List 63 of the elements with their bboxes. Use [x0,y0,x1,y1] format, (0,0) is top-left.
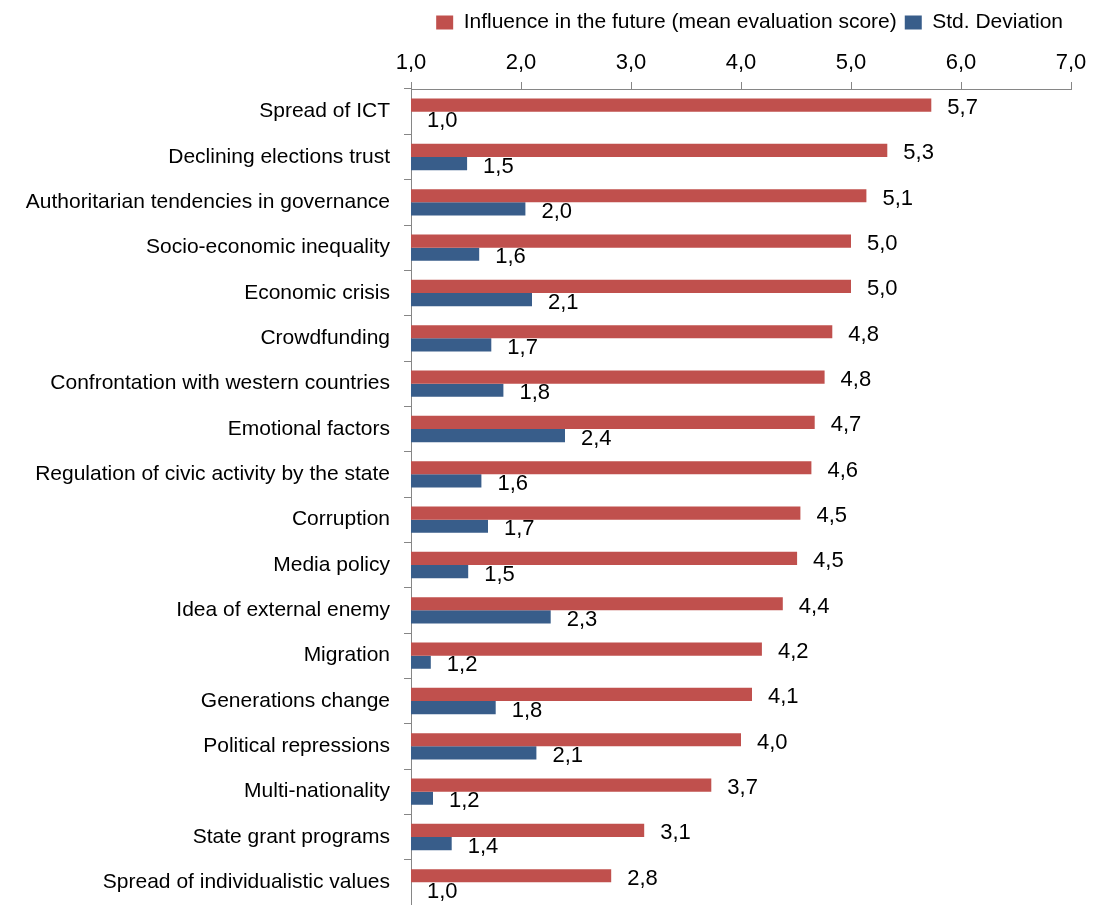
data-label: 1,5 [484,560,515,586]
y-tick-label: Corruption [291,506,390,530]
data-label: 2,1 [548,288,579,314]
data-label: 2,8 [627,864,658,890]
data-label: 4,4 [798,592,830,618]
y-tick-label: Confrontation with western countries [50,370,390,394]
data-label: 4,8 [840,366,872,392]
data-label: 3,7 [727,774,758,800]
data-label: 1,6 [495,243,526,269]
data-label: 4,5 [816,502,847,528]
y-tick-label: State grant programs [192,823,390,847]
x-tick-label: 4,0 [725,48,757,74]
y-tick-label: Migration [303,642,390,666]
data-label: 1,7 [504,515,535,541]
y-tick-label: Crowdfunding [260,325,390,349]
legend-label: Influence in the future (mean evaluation score) [463,9,897,33]
data-label: 1,0 [427,107,458,133]
x-tick-label: 5,0 [835,48,867,74]
data-label: 4,1 [768,683,799,709]
data-label: 1,4 [467,832,499,858]
data-label: 2,1 [552,741,583,767]
data-label: 5,0 [867,275,898,301]
data-label: 4,7 [830,411,862,437]
data-label: 3,1 [660,819,691,845]
y-tick-label: Political repressions [203,733,390,757]
y-tick-label: Idea of external enemy [176,597,391,621]
y-tick-label: Spread of ICT [259,98,391,122]
y-tick-label: Generations change [200,687,390,711]
data-label: 1,2 [449,787,480,813]
data-label: 1,6 [497,469,528,495]
data-label: 1,0 [427,877,458,903]
legend-label: Std. Deviation [932,9,1064,33]
data-label: 1,5 [483,152,514,178]
data-label: 2,4 [581,424,612,450]
data-label: 4,2 [777,638,809,664]
data-label: 5,3 [903,139,934,165]
y-tick-label: Declining elections trust [168,143,391,167]
x-tick-label: 1,0 [395,48,427,74]
x-tick-label: 3,0 [615,48,647,74]
x-tick-label: 6,0 [945,48,977,74]
data-label: 5,7 [947,94,978,120]
x-tick-label: 7,0 [1055,48,1087,74]
data-label: 1,2 [446,651,478,677]
y-tick-label: Socio-economic inequality [146,234,391,258]
y-tick-label: Regulation of civic activity by the state [35,461,390,485]
data-label: 2,0 [541,197,572,223]
data-label: 4,5 [813,547,844,573]
x-tick-label: 2,0 [505,48,537,74]
data-label: 1,7 [507,333,538,359]
data-label: 4,8 [848,320,879,346]
data-label: 5,1 [882,184,913,210]
data-label: 1,8 [511,696,543,722]
y-tick-label: Multi-nationality [244,778,391,802]
y-tick-label: Authoritarian tendencies in governance [25,189,390,213]
y-tick-label: Media policy [273,551,391,575]
data-label: 2,3 [566,605,598,631]
data-label: 5,0 [867,230,898,256]
y-tick-label: Spread of individualistic values [102,869,390,893]
y-tick-label: Economic crisis [244,279,390,303]
y-tick-label: Emotional factors [227,415,390,439]
data-label: 4,0 [757,728,788,754]
data-label: 4,6 [827,456,858,482]
data-label: 1,8 [519,379,550,405]
